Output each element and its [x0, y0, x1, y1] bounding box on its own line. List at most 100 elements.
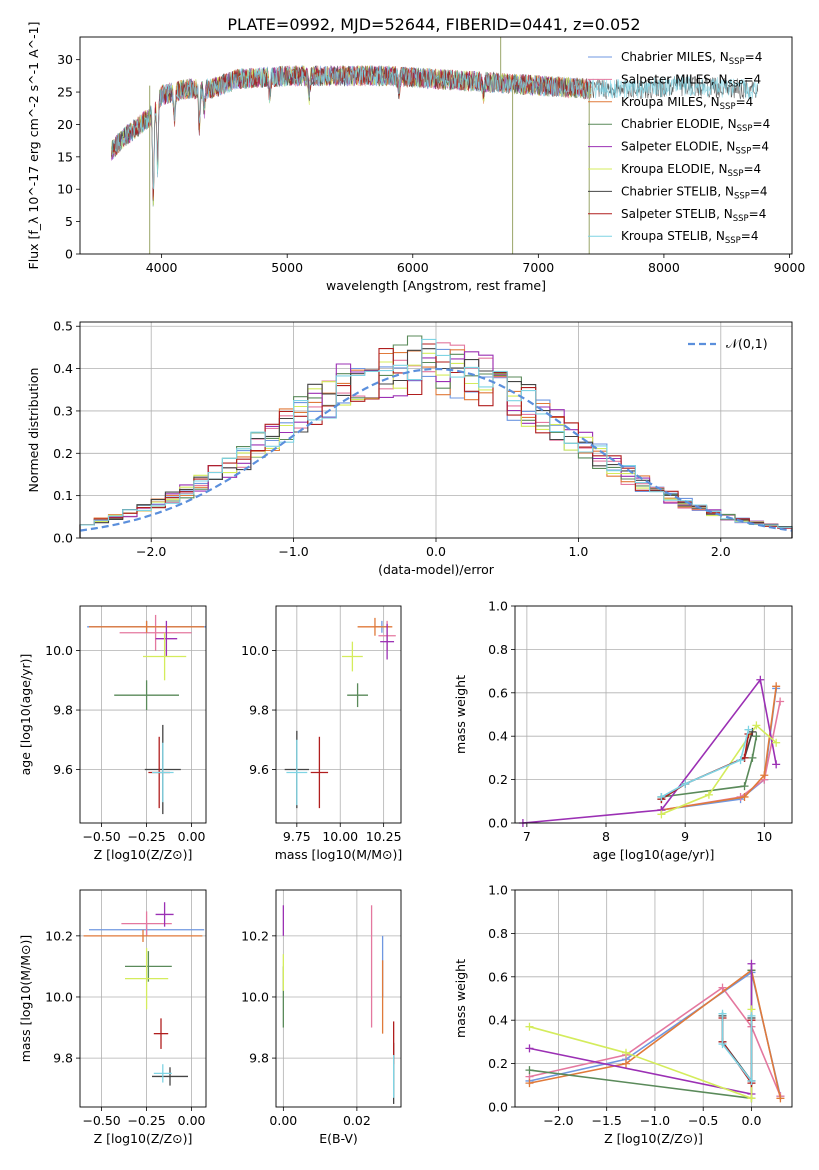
y-tick-label: 20 — [57, 117, 73, 132]
x-tick-label: 10.25 — [366, 829, 402, 844]
legend-label: Salpeter STELIB, NSSP=4 — [621, 207, 766, 224]
weight-line-salpeter-elodie — [518, 675, 781, 827]
x-tick-label: 7000 — [522, 260, 554, 275]
point-marker — [736, 756, 745, 765]
y-tick-label: 10.0 — [241, 643, 269, 658]
point-marker — [744, 725, 753, 734]
spectrum-panel: 4000 5000 6000 7000 8000 9000 0 5 10 15 20 25 30 wave… — [26, 22, 805, 293]
y-tick-label: 9.6 — [249, 762, 269, 777]
point-marker — [772, 682, 781, 691]
y-tick-label: 10.0 — [241, 989, 269, 1004]
point-marker — [748, 753, 757, 762]
y-tick-label: 30 — [57, 52, 73, 67]
y-tick-label: 10.2 — [45, 928, 73, 943]
point-marker — [740, 792, 749, 801]
x-tick-label: 1.0 — [568, 544, 588, 559]
x-tick-label: 0.02 — [343, 1113, 371, 1128]
plot-frame — [79, 36, 793, 255]
plot-frame — [79, 889, 207, 1108]
point-marker — [740, 782, 749, 791]
x-tick-label: 10 — [756, 829, 772, 844]
y-tick-label: 9.8 — [249, 703, 269, 718]
y-tick-label: 0.6 — [488, 685, 508, 700]
point-marker — [657, 792, 666, 801]
x-tick-label: 0.00 — [269, 1113, 297, 1128]
x-axis-label: Z [log10(Z/Z⊙)] — [94, 847, 193, 862]
errorbar-salpeter-elodie — [155, 902, 174, 927]
point-marker — [752, 721, 761, 730]
y-tick-label: 0 — [65, 247, 73, 262]
weight-line-chabrier-elodie — [657, 732, 761, 801]
y-tick-label: 0.0 — [488, 816, 508, 831]
legend-label: Chabrier MILES, NSSP=4 — [621, 50, 762, 67]
errorbar-kroupa-stelib — [153, 1064, 172, 1083]
x-tick-label: 0.0 — [426, 544, 446, 559]
y-axis-label: mass [log10(M/M⊙)] — [18, 935, 33, 1063]
y-tick-label: 0.4 — [53, 361, 73, 376]
x-tick-label: −2.0 — [136, 544, 166, 559]
errorbar-kroupa-stelib — [286, 739, 308, 806]
weight-line-kroupa-miles — [657, 682, 781, 814]
x-tick-label: 8000 — [648, 260, 680, 275]
point-marker — [747, 959, 756, 968]
x-tick-label: −2.0 — [543, 1113, 573, 1128]
x-axis-label: age [log10(age/yr)] — [593, 847, 715, 862]
y-tick-label: 0.3 — [53, 403, 73, 418]
point-marker — [657, 810, 666, 819]
point-marker — [718, 1009, 727, 1018]
weight-line-kroupa-elodie — [657, 721, 781, 819]
y-tick-label: 0.4 — [488, 729, 508, 744]
point-marker — [776, 697, 785, 706]
y-axis-label: age [log10(age/yr)] — [18, 654, 33, 776]
y-tick-label: 0.1 — [53, 488, 73, 503]
plot-frame — [514, 889, 793, 1108]
errorbar-salpeter-miles — [119, 614, 192, 651]
x-tick-label: 9.75 — [283, 829, 311, 844]
x-tick-label: 0.0 — [742, 1113, 762, 1128]
x-tick-label: −0.25 — [127, 829, 165, 844]
x-tick-label: −0.50 — [82, 829, 120, 844]
x-tick-label: 6000 — [397, 260, 429, 275]
mass-vs-reddening-panel: 0.00 0.02 9.8 10.0 10.2 E(B-V) — [241, 889, 402, 1146]
point-marker — [752, 732, 761, 741]
point-marker — [525, 1044, 534, 1053]
y-tick-label: 15 — [57, 149, 73, 164]
y-tick-label: 10 — [57, 182, 73, 197]
point-marker — [621, 1059, 630, 1068]
x-tick-label: 9 — [681, 829, 689, 844]
x-axis-label: mass [log10(M/M⊙)] — [275, 847, 403, 862]
y-tick-label: 0.8 — [488, 926, 508, 941]
spectrum-legend: Chabrier MILES, NSSP=4 Salpeter MILES, NS… — [588, 50, 770, 246]
x-axis-label: Z [log10(Z/Z⊙)] — [94, 1131, 193, 1146]
point-marker — [772, 738, 781, 747]
y-tick-label: 9.8 — [53, 1051, 73, 1066]
errorbar-salpeter-elodie — [380, 623, 395, 660]
point-marker — [621, 1048, 630, 1057]
x-axis-label: Z [log10(Z/Z⊙)] — [604, 1131, 703, 1146]
y-tick-label: 0.6 — [488, 969, 508, 984]
errorbar-salpeter-stelib — [153, 1018, 169, 1049]
x-tick-label: 10.00 — [322, 829, 358, 844]
y-tick-label: 0.2 — [53, 446, 73, 461]
errorbar-chabrier-elodie — [347, 683, 369, 708]
mass-weight-vs-age-panel: 7 8 9 10 0.0 0.2 0.4 0.6 0.8 1.0 age [log10(age/yr… — [453, 599, 793, 862]
errorbar-chabrier-elodie — [125, 951, 172, 982]
normal-reference-curve — [79, 367, 793, 532]
point-marker — [718, 983, 727, 992]
age-vs-mass-panel: 9.75 10.00 10.25 9.6 9.8 10.0 mass [log10(M/M⊙… — [241, 605, 403, 862]
errorbar-salpeter-elodie — [155, 620, 178, 657]
y-tick-label: 0.4 — [488, 1013, 508, 1028]
legend-label: Chabrier STELIB, NSSP=4 — [621, 184, 768, 201]
point-marker — [760, 771, 769, 780]
point-marker — [747, 1076, 756, 1085]
y-tick-label: 10.0 — [45, 643, 73, 658]
errorbar-kroupa-miles — [89, 620, 205, 633]
point-marker — [525, 1022, 534, 1031]
x-tick-label: −0.25 — [127, 1113, 165, 1128]
y-tick-label: 0.5 — [53, 319, 73, 334]
errorbar-kroupa-elodie — [125, 948, 169, 1010]
age-vs-metallicity-panel: −0.50 −0.25 0.00 9.6 9.8 10.0 Z [log10(Z/Z⊙)] a… — [18, 605, 207, 862]
x-tick-label: 0.00 — [178, 829, 206, 844]
y-tick-label: 0.0 — [53, 531, 73, 546]
